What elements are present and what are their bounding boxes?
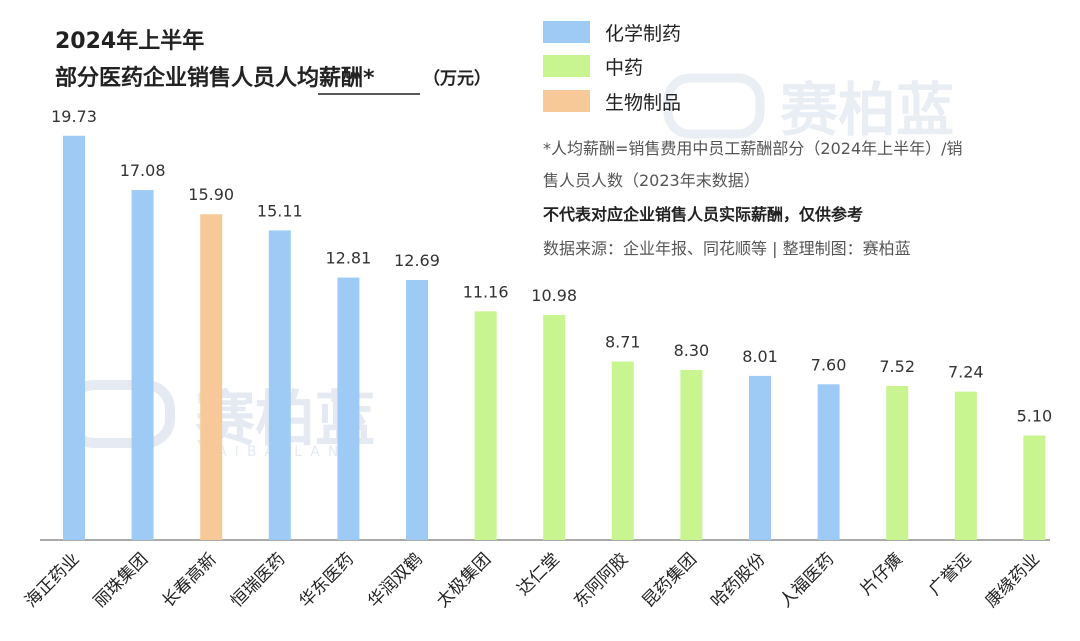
category-label-13: 广誉远 (925, 549, 975, 599)
legend-swatch-bio (543, 90, 590, 112)
value-label-11: 7.60 (811, 355, 847, 374)
value-label-8: 8.71 (605, 333, 641, 352)
bar-12 (886, 385, 909, 540)
category-label-3: 恒瑞医药 (227, 549, 289, 611)
bar-3 (268, 230, 291, 541)
value-label-14: 5.10 (1017, 407, 1053, 426)
note-source: 数据来源：企业年报、同花顺等 | 整理制图：赛柏蓝 (543, 239, 911, 258)
bar-2 (200, 214, 223, 540)
bar-4 (337, 277, 360, 540)
category-label-12: 片仔癀 (857, 549, 907, 599)
bar-9 (680, 369, 703, 540)
category-label-2: 长春高新 (159, 549, 221, 611)
watermark-logo-shape (663, 73, 765, 139)
legend-item-bio: 生物制品 (543, 90, 681, 114)
bar-7 (543, 315, 566, 540)
value-label-0: 19.73 (51, 107, 97, 126)
value-label-12: 7.52 (879, 357, 915, 376)
category-label-6: 太极集团 (433, 549, 495, 611)
bar-series (63, 135, 1046, 541)
category-label-14: 康缘药业 (982, 549, 1044, 611)
note-disclaimer: 不代表对应企业销售人员实际薪酬，仅供参考 (543, 205, 863, 224)
note-line2: 售人员人数（2023年末数据） (543, 171, 760, 190)
value-label-9: 8.30 (674, 341, 710, 360)
value-label-6: 11.16 (463, 282, 509, 301)
legend-label-tcm: 中药 (605, 57, 643, 79)
bar-14 (1023, 435, 1046, 540)
value-label-1: 17.08 (120, 161, 166, 180)
watermark-middle: 赛柏蓝 SAIBAILAN (65, 380, 375, 460)
bar-1 (131, 190, 154, 540)
value-label-7: 10.98 (531, 286, 577, 305)
legend-swatch-chemical (543, 21, 590, 43)
value-label-5: 12.69 (394, 251, 440, 270)
bar-8 (611, 361, 634, 540)
note-line1: *人均薪酬=销售费用中员工薪酬部分（2024年上半年）/销 (543, 139, 963, 158)
legend-item-tcm: 中药 (543, 55, 643, 79)
chart-unit: （万元） (423, 68, 491, 89)
legend-item-chemical: 化学制药 (543, 21, 681, 45)
watermark-text: 赛柏蓝 (780, 76, 954, 144)
category-label-8: 东阿阿胶 (570, 549, 632, 611)
category-label-9: 昆药集团 (639, 549, 701, 611)
value-label-10: 8.01 (742, 347, 778, 366)
bar-13 (954, 391, 977, 540)
value-label-3: 15.11 (257, 201, 303, 220)
category-label-10: 哈药股份 (707, 549, 769, 611)
bar-0 (63, 135, 85, 540)
category-label-4: 华东医药 (296, 549, 358, 611)
legend-label-chemical: 化学制药 (605, 23, 681, 45)
value-labels: 19.73 17.08 15.90 15.11 12.81 12.69 11.16 10.98… (51, 107, 1052, 426)
value-label-4: 12.81 (325, 249, 371, 268)
watermark-top: 赛柏蓝 (663, 73, 954, 144)
category-label-7: 达仁堂 (514, 549, 564, 599)
chart-title-line2: 部分医药企业销售人员人均薪酬* (55, 65, 375, 91)
category-label-1: 丽珠集团 (90, 549, 152, 611)
bar-6 (474, 311, 497, 540)
value-label-13: 7.24 (948, 363, 984, 382)
category-label-5: 华润双鹤 (364, 549, 426, 611)
chart-title-line1: 2024年上半年 (55, 28, 204, 54)
category-label-0: 海正药业 (21, 549, 83, 611)
legend-swatch-tcm (543, 55, 590, 77)
bar-10 (749, 375, 771, 540)
legend-label-bio: 生物制品 (605, 92, 681, 114)
bar-11 (817, 384, 840, 540)
bar-5 (406, 280, 428, 540)
value-label-2: 15.90 (188, 185, 234, 204)
legend: 化学制药 中药 生物制品 (543, 21, 681, 114)
category-labels: 海正药业 丽珠集团 长春高新 恒瑞医药 华东医药 华润双鹤 太极集团 达仁堂 东阿阿胶 昆药集团哈… (21, 549, 1044, 611)
category-label-11: 人福医药 (776, 549, 838, 611)
